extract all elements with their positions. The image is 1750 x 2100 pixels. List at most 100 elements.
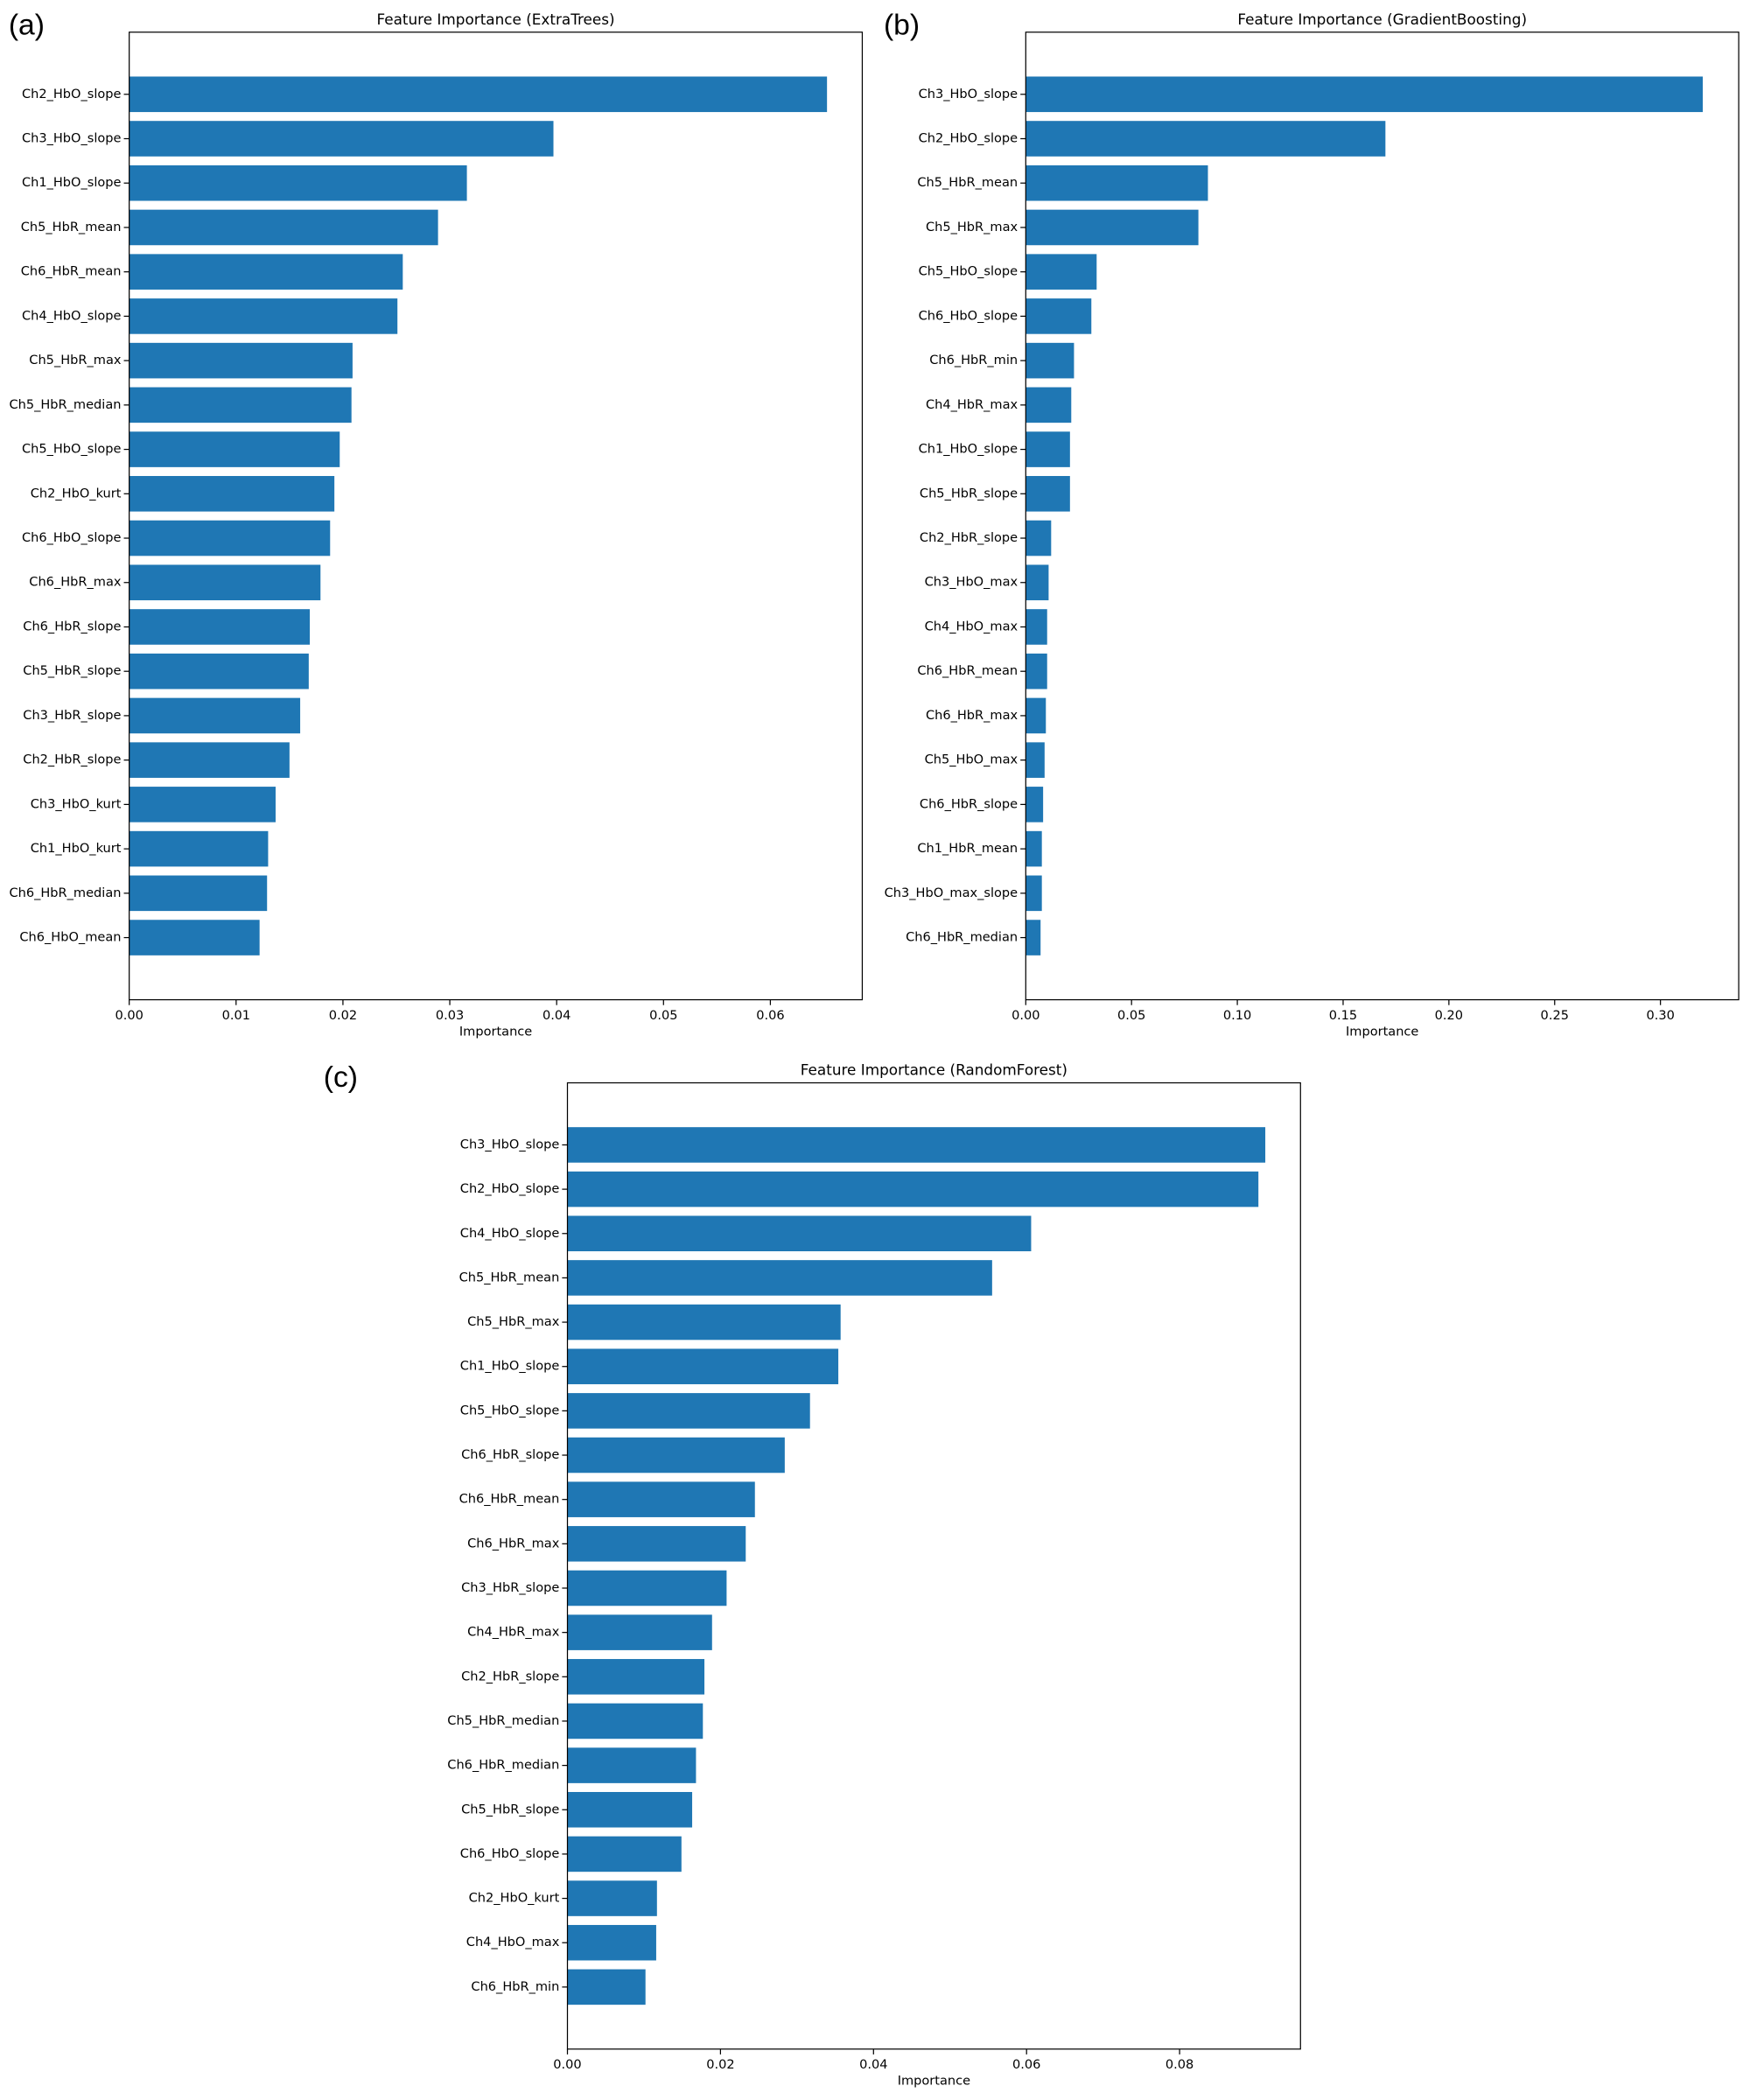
bar — [567, 1304, 841, 1340]
x-axis-label: Importance — [459, 1024, 532, 1039]
bar — [129, 697, 301, 734]
bar — [567, 1836, 682, 1872]
bar — [129, 653, 309, 690]
bar — [567, 1526, 746, 1562]
x-tick-label: 0.00 — [115, 1008, 143, 1023]
bar — [1026, 697, 1046, 734]
axes-frame — [566, 1082, 1301, 2050]
y-tick-label: Ch6_HbR_slope — [461, 1447, 559, 1462]
bar — [129, 830, 269, 867]
x-tick-label: 0.15 — [1329, 1008, 1357, 1023]
bar — [1026, 787, 1044, 822]
bar — [1026, 520, 1052, 556]
bar — [1026, 920, 1041, 956]
y-tick-label: Ch5_HbR_slope — [920, 486, 1018, 500]
y-tick-label: Ch6_HbR_slope — [23, 619, 121, 634]
x-tick-label: 0.06 — [756, 1008, 784, 1023]
y-tick-label: Ch5_HbR_mean — [21, 220, 122, 234]
y-tick-label: Ch4_HbO_slope — [460, 1226, 560, 1241]
bar — [1026, 564, 1049, 601]
y-tick-label: Ch1_HbR_mean — [917, 841, 1018, 856]
y-tick-label: Ch6_HbR_max — [926, 708, 1018, 723]
bar — [129, 875, 268, 912]
y-tick-label: Ch5_HbR_median — [9, 397, 121, 412]
chart-title: Feature Importance (GradientBoosting) — [1237, 10, 1527, 28]
y-tick-label: Ch5_HbR_slope — [461, 1802, 559, 1816]
y-tick-label: Ch5_HbR_max — [29, 353, 122, 368]
bar — [129, 164, 467, 201]
y-tick-label: Ch5_HbR_mean — [917, 175, 1018, 190]
bar — [129, 787, 276, 822]
bar — [567, 1614, 712, 1650]
bar — [1026, 164, 1208, 201]
bar — [1026, 830, 1042, 867]
bar — [567, 1969, 646, 2006]
y-tick-label: Ch6_HbR_mean — [459, 1492, 560, 1507]
bar — [1026, 653, 1047, 690]
bar — [129, 520, 331, 556]
y-tick-label: Ch3_HbR_slope — [461, 1580, 559, 1595]
y-tick-label: Ch1_HbO_kurt — [31, 841, 122, 856]
y-tick-label: Ch1_HbO_slope — [460, 1359, 560, 1374]
bar — [1026, 342, 1074, 379]
x-axis-label: Importance — [898, 2074, 970, 2089]
y-tick-label: Ch5_HbO_max — [925, 752, 1018, 767]
y-tick-label: Ch5_HbO_slope — [919, 264, 1018, 279]
y-tick-label: Ch3_HbR_slope — [23, 708, 121, 723]
y-tick-label: Ch6_HbR_min — [471, 1979, 559, 1994]
x-tick-label: 0.04 — [542, 1008, 570, 1023]
y-tick-label: Ch2_HbO_slope — [919, 130, 1018, 145]
bar — [567, 1437, 785, 1474]
y-tick-label: Ch2_HbR_slope — [920, 530, 1018, 545]
x-tick-label: 0.20 — [1435, 1008, 1463, 1023]
y-tick-label: Ch2_HbR_slope — [461, 1669, 559, 1684]
bar — [567, 1215, 1032, 1252]
y-tick-label: Ch2_HbO_slope — [22, 87, 122, 102]
bar — [1026, 121, 1386, 157]
bar — [129, 298, 398, 334]
y-tick-label: Ch5_HbO_slope — [22, 442, 122, 457]
y-tick-label: Ch5_HbR_median — [447, 1713, 559, 1728]
bar — [567, 1393, 810, 1429]
bar — [1026, 254, 1097, 290]
x-tick-label: 0.08 — [1166, 2057, 1194, 2072]
y-tick-label: Ch3_HbO_slope — [22, 130, 122, 145]
y-tick-label: Ch6_HbR_mean — [21, 264, 122, 279]
bar — [567, 1127, 1266, 1163]
bar — [567, 1348, 839, 1384]
bar — [567, 1260, 992, 1296]
y-tick-label: Ch3_HbO_max_slope — [885, 886, 1018, 900]
bar — [129, 387, 352, 424]
bar — [129, 254, 403, 290]
x-tick-label: 0.03 — [436, 1008, 464, 1023]
axes-frame — [1025, 32, 1740, 1001]
x-tick-label: 0.06 — [1012, 2057, 1040, 2072]
chart-title: Feature Importance (ExtraTrees) — [377, 10, 615, 28]
y-tick-label: Ch4_HbR_max — [467, 1625, 560, 1640]
bar — [1026, 609, 1047, 645]
x-tick-label: 0.02 — [329, 1008, 357, 1023]
y-tick-label: Ch5_HbR_max — [926, 220, 1018, 234]
x-axis-label: Importance — [1346, 1024, 1418, 1039]
y-tick-label: Ch6_HbO_slope — [919, 308, 1018, 323]
y-tick-label: Ch1_HbO_slope — [919, 442, 1018, 457]
bar — [567, 1659, 705, 1695]
y-tick-label: Ch6_HbR_max — [467, 1536, 560, 1550]
bar — [567, 1570, 727, 1606]
bar — [567, 1171, 1259, 1208]
bar — [129, 209, 438, 246]
bar — [1026, 875, 1042, 912]
y-tick-label: Ch2_HbO_kurt — [469, 1891, 560, 1906]
y-tick-label: Ch2_HbO_slope — [460, 1181, 560, 1196]
panel-label: (b) — [884, 10, 920, 42]
bar — [1026, 76, 1704, 113]
y-tick-label: Ch3_HbO_kurt — [31, 796, 122, 811]
x-tick-label: 0.30 — [1646, 1008, 1674, 1023]
y-tick-label: Ch3_HbO_slope — [460, 1137, 560, 1152]
bar — [129, 920, 260, 956]
y-tick-label: Ch6_HbR_min — [929, 353, 1018, 368]
x-tick-label: 0.25 — [1541, 1008, 1569, 1023]
panel-label: (a) — [9, 10, 45, 42]
bar — [1026, 298, 1092, 334]
